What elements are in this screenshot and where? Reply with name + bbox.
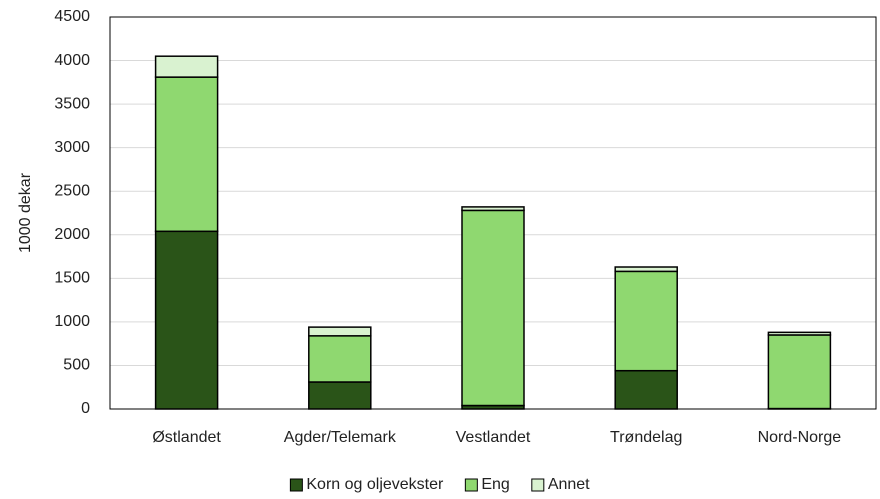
y-tick-label: 4500 (54, 8, 90, 25)
bar-segment (461, 206, 525, 212)
y-tick-label: 500 (63, 357, 90, 374)
bar-segment (614, 266, 678, 273)
x-tick-label: Vestlandet (456, 429, 531, 446)
y-tick-label: 1000 (54, 313, 90, 330)
bar-segment (767, 331, 832, 336)
bar-segment (308, 335, 372, 383)
legend-swatch (464, 478, 478, 492)
bar-segment (767, 334, 832, 410)
y-tick-label: 3000 (54, 139, 90, 156)
y-tick-label: 2000 (54, 226, 90, 243)
bar-segment (154, 230, 219, 410)
y-tick-label: 3500 (54, 95, 90, 112)
bar-segment (154, 76, 219, 233)
bar-segment (614, 369, 678, 410)
bar-segment (461, 209, 525, 407)
bar-segment (308, 381, 372, 410)
legend-label: Eng (481, 476, 509, 493)
y-tick-label: 4000 (54, 52, 90, 69)
y-tick-label: 2500 (54, 182, 90, 199)
legend-label: Annet (548, 476, 590, 493)
x-tick-label: Trøndelag (610, 429, 682, 446)
y-tick-label: 0 (81, 400, 90, 417)
bar-segment (154, 55, 219, 78)
x-tick-label: Nord-Norge (758, 429, 842, 446)
x-tick-label: Agder/Telemark (284, 429, 397, 446)
bar-segment (614, 270, 678, 372)
y-tick-label: 1500 (54, 270, 90, 287)
legend-swatch (531, 478, 545, 492)
x-tick-label: Østlandet (152, 429, 221, 446)
bar-segment (308, 326, 372, 337)
legend-swatch (289, 478, 303, 492)
legend-label: Korn og oljevekster (306, 476, 444, 493)
y-axis-label: 1000 dekar (17, 172, 34, 253)
